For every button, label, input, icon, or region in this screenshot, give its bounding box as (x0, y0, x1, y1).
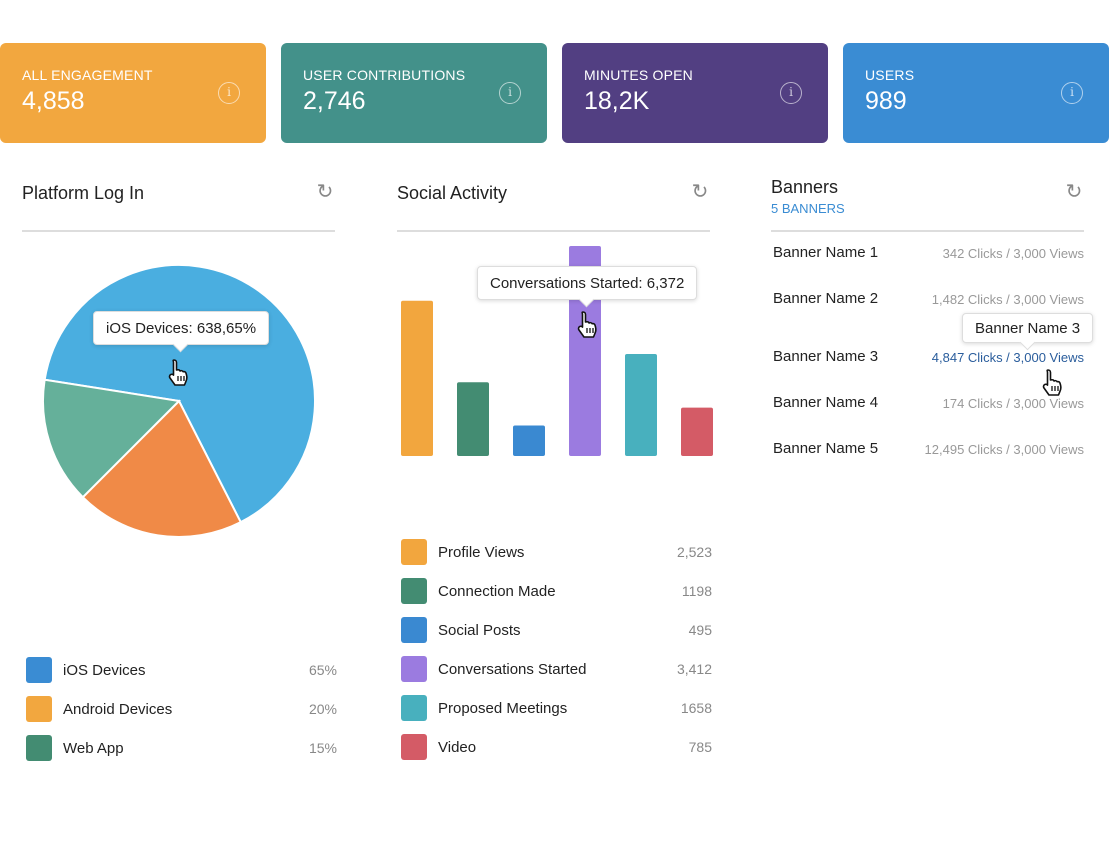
legend-swatch (401, 539, 427, 565)
panel-title: Banners (771, 177, 839, 197)
info-icon[interactable]: i (499, 82, 521, 104)
bar-connection-made[interactable] (457, 382, 489, 456)
legend-swatch (26, 657, 52, 683)
legend-value: 20% (308, 701, 337, 717)
legend-item: Conversations Started 3,412 (397, 656, 712, 695)
divider (397, 230, 710, 232)
legend-item: Proposed Meetings 1658 (397, 695, 712, 734)
kpi-card-user-contributions: USER CONTRIBUTIONS 2,746 i (281, 43, 547, 143)
kpi-value: 4,858 (22, 87, 85, 115)
legend-item: Profile Views 2,523 (397, 539, 712, 578)
refresh-icon[interactable]: ↻ (1065, 181, 1083, 203)
bar-video[interactable] (681, 407, 713, 456)
kpi-label: USERS (865, 67, 915, 83)
info-icon[interactable]: i (1061, 82, 1083, 104)
legend-label: Social Posts (438, 622, 521, 639)
pointer-hand-icon (577, 311, 597, 338)
kpi-card-users: USERS 989 i (843, 43, 1109, 143)
legend-swatch (401, 695, 427, 721)
bar-chart (401, 246, 713, 456)
banner-row[interactable]: Banner Name 3 4,847 Clicks / 3,000 Views (771, 348, 1084, 368)
banner-row[interactable]: Banner Name 2 1,482 Clicks / 3,000 Views (771, 290, 1084, 310)
panel-title: Social Activity (397, 183, 508, 203)
banner-name: Banner Name 3 (773, 348, 879, 365)
legend-label: Profile Views (438, 544, 525, 561)
banner-stats[interactable]: 174 Clicks / 3,000 Views (942, 396, 1084, 411)
legend-item: Android Devices 20% (22, 696, 337, 735)
legend-label: Connection Made (438, 583, 556, 600)
kpi-value: 2,746 (303, 87, 366, 115)
banner-row[interactable]: Banner Name 1 342 Clicks / 3,000 Views (771, 244, 1084, 264)
kpi-value: 989 (865, 87, 907, 115)
legend-value: 1198 (681, 583, 712, 599)
legend-label: iOS Devices (63, 662, 146, 679)
kpi-label: USER CONTRIBUTIONS (303, 67, 466, 83)
banner-row[interactable]: Banner Name 5 12,495 Clicks / 3,000 Views (771, 440, 1084, 460)
platform-login-panel: Platform Log In ↻ iOS Devices 65% Android … (22, 170, 337, 790)
bar-proposed-meetings[interactable] (625, 353, 657, 456)
kpi-value: 18,2K (584, 87, 650, 115)
banner-row[interactable]: Banner Name 4 174 Clicks / 3,000 Views (771, 394, 1084, 414)
kpi-card-minutes-open: MINUTES OPEN 18,2K i (562, 43, 828, 143)
banner-stats[interactable]: 12,495 Clicks / 3,000 Views (924, 442, 1084, 457)
pointer-hand-icon (168, 359, 188, 386)
banner-stats[interactable]: 1,482 Clicks / 3,000 Views (931, 292, 1084, 307)
divider (771, 230, 1084, 232)
banner-count: 5 BANNERS (771, 201, 845, 216)
legend-label: Android Devices (63, 701, 173, 718)
legend-label: Proposed Meetings (438, 700, 568, 717)
banner-stats[interactable]: 4,847 Clicks / 3,000 Views (931, 350, 1084, 365)
legend-swatch (401, 578, 427, 604)
legend-swatch (401, 617, 427, 643)
legend-label: Web App (63, 740, 124, 757)
info-icon[interactable]: i (218, 82, 240, 104)
refresh-icon[interactable]: ↻ (316, 181, 334, 203)
legend-item: Connection Made 1198 (397, 578, 712, 617)
legend-item: Web App 15% (22, 735, 337, 774)
pointer-hand-icon (1042, 369, 1062, 396)
legend-item: Video 785 (397, 734, 712, 773)
banner-name: Banner Name 4 (773, 394, 879, 411)
kpi-card-all-engagement: ALL ENGAGEMENT 4,858 i (0, 43, 266, 143)
legend-swatch (26, 696, 52, 722)
legend-swatch (401, 656, 427, 682)
kpi-label: ALL ENGAGEMENT (22, 67, 153, 83)
bar-social-posts[interactable] (513, 425, 545, 456)
legend-swatch (26, 735, 52, 761)
legend-value: 3,412 (676, 661, 712, 677)
legend-value: 785 (688, 739, 712, 755)
pie-chart (42, 264, 316, 538)
legend-item: Social Posts 495 (397, 617, 712, 656)
banner-stats[interactable]: 342 Clicks / 3,000 Views (942, 246, 1084, 261)
legend-label: Conversations Started (438, 661, 587, 678)
legend-value: 495 (688, 622, 712, 638)
divider (22, 230, 335, 232)
panel-title: Platform Log In (22, 183, 145, 203)
banners-panel: Banners 5 BANNERS ↻ Banner Name 1 342 Cli… (771, 170, 1084, 470)
kpi-label: MINUTES OPEN (584, 67, 693, 83)
legend-value: 1658 (680, 700, 712, 716)
bar-profile-views[interactable] (401, 300, 433, 456)
banner-tooltip: Banner Name 3 (962, 313, 1094, 343)
refresh-icon[interactable]: ↻ (691, 181, 709, 203)
info-icon[interactable]: i (780, 82, 802, 104)
legend-value: 65% (308, 662, 337, 678)
pie-slice-web-app[interactable] (42, 378, 182, 499)
pie-slice-android-devices[interactable] (81, 399, 243, 538)
social-activity-panel: Social Activity ↻ Profile Views 2,523 Conn… (397, 170, 713, 790)
banner-name: Banner Name 2 (773, 290, 879, 307)
legend-value: 15% (308, 740, 337, 756)
legend-swatch (401, 734, 427, 760)
legend-value: 2,523 (676, 544, 712, 560)
pie-tooltip: iOS Devices: 638,65% (93, 311, 270, 345)
banner-name: Banner Name 5 (773, 440, 879, 457)
banner-name: Banner Name 1 (773, 244, 879, 261)
legend-label: Video (438, 739, 477, 756)
legend-item: iOS Devices 65% (22, 657, 337, 696)
bar-tooltip: Conversations Started: 6,372 (477, 266, 698, 300)
